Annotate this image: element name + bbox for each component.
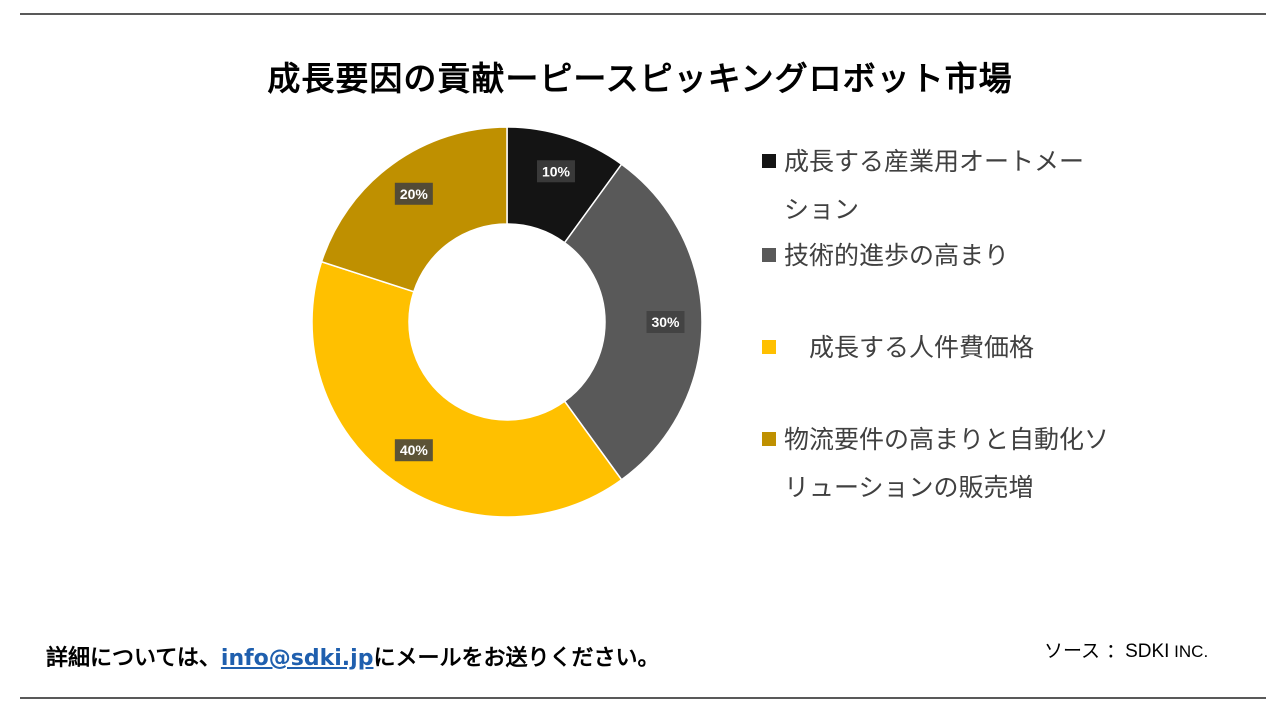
data-label-bg xyxy=(394,439,433,462)
data-label: 10% xyxy=(536,160,575,183)
contact-note: 詳細については、info@sdki.jpにメールをお送りください。 xyxy=(46,640,659,672)
legend-item-industrial-automation: 成長する産業用オートメー ション xyxy=(762,138,1142,234)
data-label-text: 40% xyxy=(400,442,429,458)
source-note: ソース ：SDKI INC. xyxy=(1044,636,1208,663)
source-brand: SDKI xyxy=(1125,641,1170,662)
legend-swatch xyxy=(762,432,776,446)
data-label-bg xyxy=(394,182,433,205)
legend-item-tech-advancement: 技術的進歩の高まり xyxy=(762,232,1142,280)
source-label: ソース ： xyxy=(1044,640,1126,662)
data-label: 30% xyxy=(646,311,685,333)
bottom-rule xyxy=(20,697,1266,699)
legend-item-logistics: 物流要件の高まりと自動化ソ リューションの販売増 xyxy=(762,416,1142,512)
data-label: 20% xyxy=(394,182,433,205)
data-label-text: 30% xyxy=(651,314,680,330)
legend-swatch xyxy=(762,340,776,354)
legend-swatch xyxy=(762,154,776,168)
legend-swatch xyxy=(762,248,776,262)
source-inc: INC. xyxy=(1169,642,1209,661)
legend-label: 成長する人件費価格 xyxy=(784,333,1035,362)
top-rule xyxy=(20,13,1266,15)
donut-chart: 10% 30% 40% 20% xyxy=(311,126,703,518)
data-label-text: 20% xyxy=(400,186,429,202)
contact-prefix: 詳細については、 xyxy=(46,646,221,671)
contact-suffix: にメールをお送りください。 xyxy=(373,646,660,671)
data-label-text: 10% xyxy=(542,163,571,179)
slice-logistics xyxy=(320,126,508,293)
legend-label: 成長する産業用オートメー ション xyxy=(784,147,1085,224)
data-label-bg xyxy=(536,160,575,183)
chart-title: 成長要因の貢献ーピースピッキングロボット市場 xyxy=(267,59,1013,98)
data-label-bg xyxy=(646,311,685,333)
legend-label: 技術的進歩の高まり xyxy=(784,241,1010,270)
slice-tech-advancement xyxy=(563,163,703,481)
slice-labor-cost xyxy=(311,260,623,518)
legend-label: 物流要件の高まりと自動化ソ リューションの販売増 xyxy=(784,425,1110,502)
legend-item-labor-cost: 成長する人件費価格 xyxy=(762,324,1142,372)
email-link[interactable]: info@sdki.jp xyxy=(220,646,374,671)
data-label: 40% xyxy=(394,439,433,462)
